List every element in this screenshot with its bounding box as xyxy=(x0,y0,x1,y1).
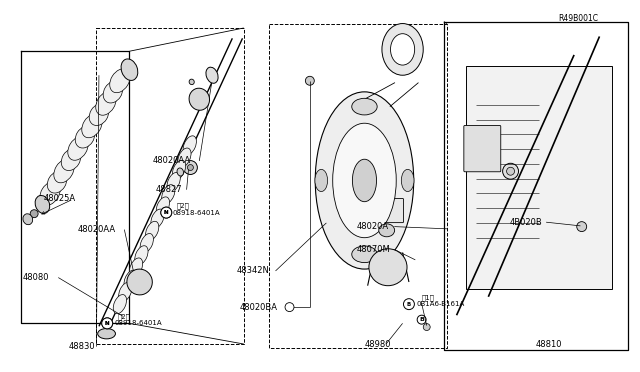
Text: 08918-6401A: 08918-6401A xyxy=(114,320,162,326)
Text: （1）: （1） xyxy=(422,295,435,301)
Ellipse shape xyxy=(23,214,33,225)
Circle shape xyxy=(403,299,414,310)
Ellipse shape xyxy=(76,126,95,148)
Circle shape xyxy=(161,207,172,218)
Circle shape xyxy=(470,160,477,168)
Ellipse shape xyxy=(352,246,377,263)
Ellipse shape xyxy=(352,98,377,115)
Ellipse shape xyxy=(121,59,138,80)
Circle shape xyxy=(102,318,113,329)
Text: 48810: 48810 xyxy=(536,340,563,349)
Text: 48020AA: 48020AA xyxy=(77,225,115,234)
Ellipse shape xyxy=(189,88,209,110)
Text: 48025A: 48025A xyxy=(44,195,76,203)
Text: （2）: （2） xyxy=(118,313,131,320)
Text: B: B xyxy=(419,317,424,322)
Text: 48827: 48827 xyxy=(156,185,183,194)
Ellipse shape xyxy=(135,246,148,265)
Ellipse shape xyxy=(54,159,74,183)
Text: B: B xyxy=(407,302,411,307)
Circle shape xyxy=(305,76,314,85)
Circle shape xyxy=(184,161,197,174)
Circle shape xyxy=(134,277,145,287)
FancyBboxPatch shape xyxy=(364,199,404,222)
Ellipse shape xyxy=(96,92,116,115)
Ellipse shape xyxy=(189,79,195,84)
Text: 48980: 48980 xyxy=(364,340,391,349)
Ellipse shape xyxy=(177,168,184,176)
Ellipse shape xyxy=(140,234,154,253)
Ellipse shape xyxy=(167,173,180,192)
Ellipse shape xyxy=(61,149,81,170)
Circle shape xyxy=(577,222,587,232)
Ellipse shape xyxy=(333,123,396,238)
Text: 4B020B: 4B020B xyxy=(509,218,542,227)
Ellipse shape xyxy=(98,328,115,339)
Ellipse shape xyxy=(118,282,132,302)
Ellipse shape xyxy=(35,195,50,214)
Ellipse shape xyxy=(206,67,218,83)
Circle shape xyxy=(502,163,518,179)
Text: 48020BA: 48020BA xyxy=(240,302,278,312)
Circle shape xyxy=(507,167,515,175)
Circle shape xyxy=(188,164,193,170)
Circle shape xyxy=(285,303,294,312)
Circle shape xyxy=(195,94,204,104)
Circle shape xyxy=(417,315,426,324)
Text: N: N xyxy=(105,321,109,326)
Ellipse shape xyxy=(401,169,414,192)
Text: 0B1A6-B161A: 0B1A6-B161A xyxy=(417,301,465,307)
Text: 48342N: 48342N xyxy=(236,266,269,275)
Ellipse shape xyxy=(390,34,415,65)
Ellipse shape xyxy=(113,295,127,314)
Ellipse shape xyxy=(124,270,138,289)
FancyBboxPatch shape xyxy=(464,125,500,172)
Ellipse shape xyxy=(68,137,88,160)
Ellipse shape xyxy=(156,197,170,216)
Ellipse shape xyxy=(315,169,328,192)
Bar xyxy=(466,66,612,289)
Circle shape xyxy=(30,210,38,218)
Ellipse shape xyxy=(316,92,413,269)
Circle shape xyxy=(161,207,172,218)
Circle shape xyxy=(384,263,392,271)
Text: R49B001C: R49B001C xyxy=(558,13,598,22)
Ellipse shape xyxy=(382,23,423,75)
Ellipse shape xyxy=(162,185,175,204)
Text: 48830: 48830 xyxy=(69,342,96,351)
Ellipse shape xyxy=(379,224,395,237)
Ellipse shape xyxy=(89,104,109,125)
Ellipse shape xyxy=(82,114,102,138)
Text: 48020A: 48020A xyxy=(357,222,389,231)
Ellipse shape xyxy=(127,269,152,295)
Ellipse shape xyxy=(369,249,407,286)
Text: N: N xyxy=(164,210,168,215)
Ellipse shape xyxy=(47,171,67,193)
Circle shape xyxy=(423,324,430,330)
Ellipse shape xyxy=(183,136,196,155)
Ellipse shape xyxy=(151,209,164,228)
Ellipse shape xyxy=(40,182,60,205)
Ellipse shape xyxy=(109,69,130,93)
Text: N: N xyxy=(105,321,109,326)
Circle shape xyxy=(102,318,113,329)
Text: 48080: 48080 xyxy=(22,273,49,282)
Text: （2）: （2） xyxy=(177,203,190,209)
Text: 48020AA: 48020AA xyxy=(153,156,191,166)
Ellipse shape xyxy=(178,148,191,167)
Ellipse shape xyxy=(353,159,376,202)
Ellipse shape xyxy=(172,160,186,179)
Ellipse shape xyxy=(103,81,123,103)
Ellipse shape xyxy=(145,221,159,240)
Text: 48070M: 48070M xyxy=(357,245,390,254)
Text: N: N xyxy=(164,210,168,215)
Ellipse shape xyxy=(129,258,143,277)
Text: 08918-6401A: 08918-6401A xyxy=(173,209,220,216)
